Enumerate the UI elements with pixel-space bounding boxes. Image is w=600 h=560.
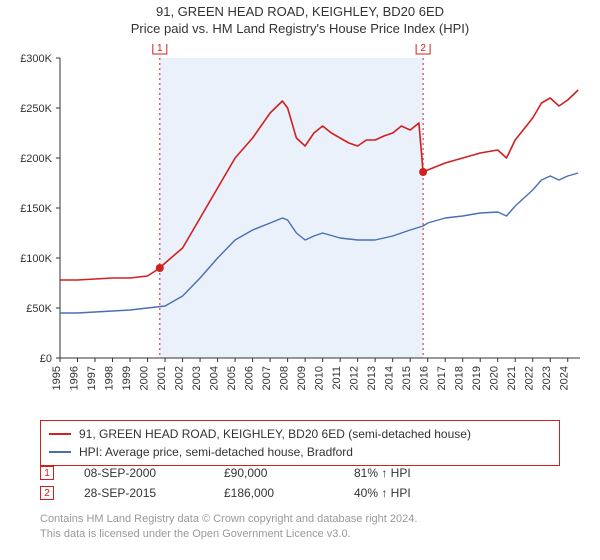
svg-text:2024: 2024 [559,366,571,390]
marker-table: 1 08-SEP-2000 £90,000 81% ↑ HPI 2 28-SEP… [40,466,560,506]
title-address: 91, GREEN HEAD ROAD, KEIGHLEY, BD20 6ED [0,4,600,19]
marker-hpi: 81% ↑ HPI [354,466,474,480]
svg-text:£300K: £300K [20,53,52,65]
chart-titles: 91, GREEN HEAD ROAD, KEIGHLEY, BD20 6ED … [0,4,600,36]
svg-text:2013: 2013 [366,366,378,390]
svg-text:2021: 2021 [506,366,518,390]
svg-text:1999: 1999 [121,366,133,390]
svg-text:2004: 2004 [209,366,221,390]
svg-text:2009: 2009 [296,366,308,390]
marker-badge: 1 [40,466,54,480]
marker-date: 28-SEP-2015 [84,486,194,500]
svg-text:2012: 2012 [349,366,361,390]
legend-item: HPI: Average price, semi-detached house,… [49,443,551,461]
svg-text:2001: 2001 [156,366,168,390]
marker-price: £90,000 [224,466,324,480]
marker-price: £186,000 [224,486,324,500]
svg-text:2010: 2010 [314,366,326,390]
svg-text:2022: 2022 [524,366,536,390]
svg-text:2020: 2020 [489,366,501,390]
marker-badge: 2 [40,486,54,500]
svg-text:2: 2 [420,44,426,54]
svg-text:1998: 1998 [104,366,116,390]
svg-text:1: 1 [157,44,163,54]
title-subtitle: Price paid vs. HM Land Registry's House … [0,21,600,36]
svg-text:£100K: £100K [20,253,52,265]
svg-text:2003: 2003 [191,366,203,390]
svg-text:2000: 2000 [139,366,151,390]
svg-text:£50K: £50K [26,303,52,315]
legend-swatch [49,433,71,435]
marker-table-row: 1 08-SEP-2000 £90,000 81% ↑ HPI [40,466,560,480]
svg-text:2007: 2007 [261,366,273,390]
legend-label: HPI: Average price, semi-detached house,… [79,443,353,461]
svg-text:£150K: £150K [20,203,52,215]
svg-text:1997: 1997 [86,366,98,390]
svg-text:2008: 2008 [279,366,291,390]
legend-label: 91, GREEN HEAD ROAD, KEIGHLEY, BD20 6ED … [79,425,471,443]
marker-table-row: 2 28-SEP-2015 £186,000 40% ↑ HPI [40,486,560,500]
svg-text:2014: 2014 [384,366,396,390]
legend-item: 91, GREEN HEAD ROAD, KEIGHLEY, BD20 6ED … [49,425,551,443]
legend: 91, GREEN HEAD ROAD, KEIGHLEY, BD20 6ED … [40,420,560,466]
svg-text:2018: 2018 [454,366,466,390]
svg-text:2015: 2015 [401,366,413,390]
chart: £0 £50K £100K £150K £200K £250K £300K 1995 1996 1… [10,44,590,414]
svg-text:2011: 2011 [331,366,343,390]
footer-line: This data is licensed under the Open Gov… [40,527,560,542]
svg-text:2016: 2016 [419,366,431,390]
legend-swatch [49,451,71,453]
svg-text:£250K: £250K [20,103,52,115]
svg-text:£0: £0 [40,353,52,365]
marker-hpi: 40% ↑ HPI [354,486,474,500]
svg-text:2017: 2017 [436,366,448,390]
marker-date: 08-SEP-2000 [84,466,194,480]
svg-text:£200K: £200K [20,153,52,165]
chart-svg: £0 £50K £100K £150K £200K £250K £300K 1995 1996 1… [10,44,590,414]
svg-text:2019: 2019 [471,366,483,390]
svg-text:1996: 1996 [69,366,81,390]
svg-text:2002: 2002 [174,366,186,390]
footer: Contains HM Land Registry data © Crown c… [40,512,560,543]
svg-text:2005: 2005 [226,366,238,390]
svg-text:1995: 1995 [51,366,63,390]
svg-text:2023: 2023 [541,366,553,390]
footer-line: Contains HM Land Registry data © Crown c… [40,512,560,527]
svg-text:2006: 2006 [244,366,256,390]
